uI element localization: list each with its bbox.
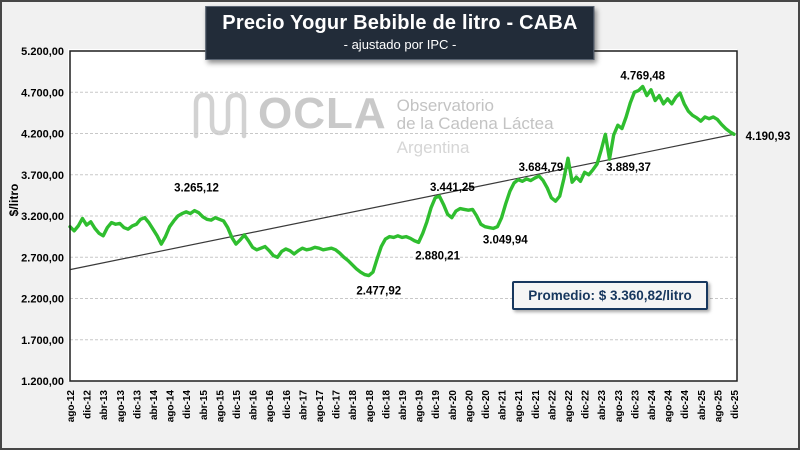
y-tick-label: 5.200,00 <box>21 46 64 58</box>
data-label: 3.265,12 <box>174 183 219 195</box>
x-tick-label: dic-23 <box>630 390 641 419</box>
x-tick-label: dic-25 <box>730 390 741 419</box>
y-tick-label: 3.200,00 <box>21 211 64 223</box>
y-tick-label: 2.700,00 <box>21 252 64 264</box>
x-tick-label: ago-22 <box>564 390 575 423</box>
x-tick-label: ago-18 <box>365 390 376 423</box>
x-tick-label: dic-12 <box>83 390 94 419</box>
x-tick-label: abr-13 <box>99 390 110 420</box>
data-label: 4.190,93 <box>746 131 791 143</box>
y-tick-label: 1.700,00 <box>21 335 64 347</box>
y-tick-label: 4.200,00 <box>21 129 64 141</box>
x-tick-label: dic-15 <box>232 390 243 419</box>
x-tick-label: dic-21 <box>531 390 542 419</box>
data-label: 3.684,79 <box>519 162 564 174</box>
x-tick-label: abr-18 <box>348 390 359 420</box>
x-tick-label: dic-24 <box>680 390 691 419</box>
y-tick-label: 1.200,00 <box>21 376 64 388</box>
chart-title: Precio Yogur Bebible de litro - CABA <box>222 12 578 34</box>
watermark-acronym: OCLA <box>258 89 387 138</box>
ocla-watermark: OCLA Observatorio de la Cadena Láctea Ar… <box>190 90 554 157</box>
watermark-line2: de la Cadena Láctea <box>396 114 554 133</box>
y-tick-label: 3.700,00 <box>21 170 64 182</box>
x-tick-label: abr-15 <box>199 390 210 420</box>
x-tick-label: abr-19 <box>398 390 409 420</box>
x-tick-label: dic-19 <box>431 390 442 419</box>
x-tick-label: ago-25 <box>713 390 724 423</box>
x-tick-label: abr-22 <box>547 390 558 420</box>
x-tick-label: ago-24 <box>664 390 675 423</box>
data-label: 3.441,25 <box>430 182 475 194</box>
x-tick-label: ago-12 <box>66 390 77 423</box>
chart-subtitle: - ajustado por IPC - <box>343 37 457 52</box>
x-tick-label: abr-20 <box>448 390 459 420</box>
watermark-line1: Observatorio <box>396 96 494 115</box>
x-tick-label: abr-21 <box>498 390 509 420</box>
data-label: 4.769,48 <box>620 71 665 83</box>
x-tick-label: ago-15 <box>215 390 226 423</box>
data-label: 3.049,94 <box>483 234 528 246</box>
watermark-text: Observatorio de la Cadena Láctea Argenti… <box>397 90 554 157</box>
data-label: 3.889,37 <box>606 162 651 174</box>
y-axis-title: $/litro <box>7 183 21 217</box>
x-tick-label: dic-17 <box>332 390 343 419</box>
x-tick-label: ago-23 <box>614 390 625 423</box>
x-tick-label: dic-13 <box>132 390 143 419</box>
x-tick-label: ago-16 <box>265 390 276 423</box>
y-tick-label: 2.200,00 <box>21 294 64 306</box>
x-tick-label: abr-25 <box>697 390 708 420</box>
price-line <box>68 84 736 278</box>
x-tick-label: ago-21 <box>514 390 525 423</box>
data-label: 2.477,92 <box>356 286 401 298</box>
x-tick-label: abr-17 <box>298 390 309 420</box>
x-tick-label: abr-23 <box>597 390 608 420</box>
chart-title-box: Precio Yogur Bebible de litro - CABA - a… <box>205 6 595 60</box>
trend-line <box>69 133 735 271</box>
y-tick-label: 4.700,00 <box>21 87 64 99</box>
data-label: 2.880,21 <box>415 250 460 262</box>
x-tick-label: dic-20 <box>481 390 492 419</box>
x-tick-label: abr-24 <box>647 390 658 420</box>
x-tick-label: abr-14 <box>149 390 160 420</box>
x-tick-label: dic-18 <box>381 390 392 419</box>
x-tick-label: ago-19 <box>415 390 426 423</box>
x-tick-label: ago-13 <box>116 390 127 423</box>
watermark-line3: Argentina <box>396 138 470 157</box>
x-tick-label: dic-16 <box>282 390 293 419</box>
x-tick-label: ago-20 <box>464 390 475 423</box>
x-tick-label: abr-16 <box>249 390 260 420</box>
x-tick-label: dic-14 <box>182 390 193 419</box>
x-tick-label: ago-14 <box>166 390 177 423</box>
x-tick-label: dic-22 <box>581 390 592 419</box>
average-box: Promedio: $ 3.360,82/litro <box>512 281 708 310</box>
x-tick-label: ago-17 <box>315 390 326 423</box>
